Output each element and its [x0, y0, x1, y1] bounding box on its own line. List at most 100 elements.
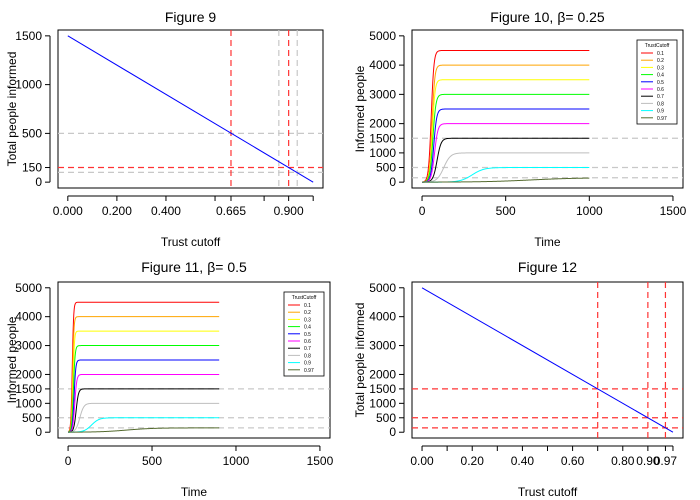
- series-line-0.5: [68, 359, 220, 433]
- y-tick-label: 3000: [369, 339, 396, 353]
- panel-title: Figure 11, β= 0.5: [141, 259, 247, 275]
- legend-label: 0.4: [657, 73, 664, 79]
- y-axis-title: Informed people: [5, 316, 19, 403]
- y-tick-label: 5000: [15, 281, 42, 295]
- y-tick-label: 0: [389, 425, 396, 439]
- y-tick-label: 0: [35, 175, 42, 189]
- x-tick-label: 0.00: [410, 454, 434, 468]
- legend-label: 0.1: [657, 51, 664, 57]
- title-beta: β= 0.5: [207, 259, 247, 275]
- y-tick-label: 500: [22, 411, 42, 425]
- x-axis-title: Time: [534, 235, 561, 249]
- legend-label: 0.2: [657, 58, 664, 64]
- y-tick-label: 2000: [369, 367, 396, 381]
- x-tick-label: 500: [496, 204, 516, 218]
- panel-title: Figure 9: [165, 9, 217, 25]
- x-tick-label: 1000: [576, 204, 603, 218]
- plot-area: [58, 301, 330, 433]
- legend-label: 0.3: [304, 317, 311, 323]
- x-tick-label: 0.400: [151, 204, 181, 218]
- legend-label: 0.7: [304, 346, 311, 352]
- x-tick-label: 0.90: [636, 454, 660, 468]
- panel-fig12: Figure 120.00 0.20 0.40 0.60 0.80 0.900.97050…: [353, 259, 684, 499]
- y-tick-label: 150: [22, 161, 42, 175]
- x-tick-label: 0.000: [53, 204, 83, 218]
- legend-label: 0.3: [657, 65, 664, 71]
- series-line: [67, 35, 314, 183]
- y-tick-label: 500: [22, 126, 42, 140]
- panel-title: Figure 10, β= 0.25: [490, 9, 605, 25]
- series-line-0.1: [421, 49, 590, 183]
- legend-label: 0.7: [657, 94, 664, 100]
- x-tick-label: 1500: [660, 204, 687, 218]
- series-line-0.9: [422, 167, 590, 183]
- series-line-0.8: [422, 152, 590, 183]
- x-tick-label: 0: [65, 454, 72, 468]
- legend: TrustCutoff 0.10.20.3 0.40.50.60.70.8 0.90.…: [636, 39, 678, 125]
- series-line-0.2: [422, 64, 590, 183]
- series-line-0.97: [422, 177, 590, 183]
- series-line-0.8: [68, 402, 220, 433]
- y-tick-label: 3000: [369, 87, 396, 101]
- y-tick-label: 1500: [369, 131, 396, 145]
- series-line: [421, 287, 674, 433]
- x-tick-label: 0.40: [511, 454, 535, 468]
- title-text: Figure 9: [165, 9, 217, 25]
- legend-title: TrustCutoff: [292, 295, 317, 301]
- x-tick-label: 0: [419, 204, 426, 218]
- y-tick-label: 4000: [15, 310, 42, 324]
- y-tick-label: 1500: [369, 382, 396, 396]
- series-line-0.6: [68, 373, 220, 433]
- x-axis-title: Trust cutoff: [161, 235, 221, 249]
- series-line-0.1: [67, 301, 220, 433]
- panel-fig10: Figure 10, β= 0.250 500 1000 150005001000150…: [353, 9, 687, 249]
- y-tick-label: 1000: [15, 396, 42, 410]
- title-beta: β= 0.25: [557, 9, 605, 25]
- y-tick-label: 500: [376, 161, 396, 175]
- x-tick-label: 0.60: [561, 454, 585, 468]
- legend-label: 0.9: [657, 109, 664, 115]
- panel-fig11: Figure 11, β= 0.50 500 1000 1500050010001500…: [5, 259, 334, 499]
- y-tick-label: 1500: [15, 29, 42, 43]
- series-line-0.3: [68, 330, 220, 433]
- y-axis-title: Total people informed: [5, 52, 19, 167]
- plot-box: [411, 29, 684, 189]
- series-line-0.7: [422, 137, 590, 183]
- legend-label: 0.2: [304, 310, 311, 316]
- y-tick-label: 5000: [369, 281, 396, 295]
- x-tick-label: 500: [142, 454, 162, 468]
- legend-label: 0.6: [304, 339, 311, 345]
- y-tick-label: 4000: [369, 310, 396, 324]
- legend-label: 0.5: [304, 332, 311, 338]
- y-axis-title: Total people informed: [353, 303, 367, 418]
- y-tick-label: 4000: [369, 58, 396, 72]
- legend-label: 0.8: [657, 101, 664, 107]
- panel-title: Figure 12: [518, 259, 577, 275]
- legend-label: 0.97: [304, 368, 314, 374]
- y-tick-label: 500: [376, 411, 396, 425]
- plot-area: [58, 30, 323, 188]
- y-tick-label: 3000: [15, 339, 42, 353]
- legend-label: 0.5: [657, 80, 664, 86]
- y-tick-label: 2000: [369, 117, 396, 131]
- series-line-0.2: [67, 316, 220, 433]
- x-tick-label: 0.80: [611, 454, 635, 468]
- legend-label: 0.1: [304, 303, 311, 309]
- plot-area: [412, 49, 683, 183]
- title-text: Figure 11,: [141, 259, 203, 275]
- legend-label: 0.8: [304, 353, 311, 359]
- title-text: Figure 12: [518, 259, 577, 275]
- y-tick-label: 1000: [369, 396, 396, 410]
- x-axis-title: Trust cutoff: [518, 485, 578, 499]
- y-tick-label: 0: [389, 175, 396, 189]
- y-tick-label: 0: [35, 425, 42, 439]
- series-line-0.4: [422, 93, 590, 183]
- x-tick-label: 0.665: [216, 204, 246, 218]
- y-tick-label: 2000: [15, 367, 42, 381]
- plot-box: [57, 29, 324, 189]
- plot-box: [57, 281, 331, 439]
- title-text: Figure 10,: [490, 9, 553, 25]
- legend-label: 0.9: [304, 361, 311, 367]
- x-tick-label: 0.900: [274, 204, 304, 218]
